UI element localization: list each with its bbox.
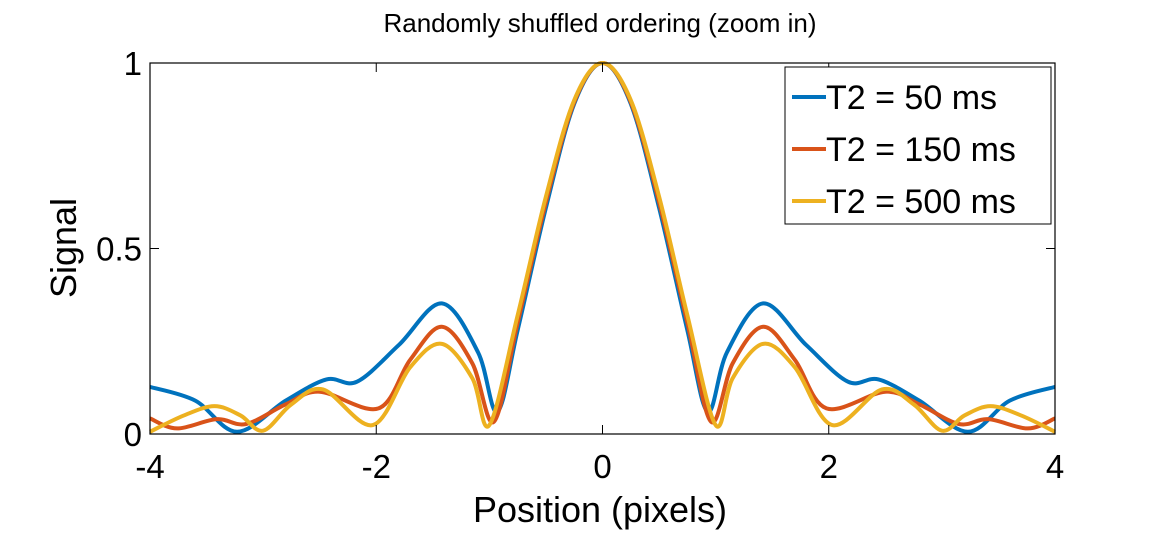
- y-axis-label: Signal: [43, 198, 84, 298]
- legend: T2 = 50 ms T2 = 150 ms T2 = 500 ms: [784, 66, 1052, 225]
- legend-label: T2 = 50 ms: [826, 79, 997, 117]
- x-tick-label: 0: [593, 448, 611, 485]
- legend-label: T2 = 150 ms: [826, 131, 1016, 169]
- x-tick-label: -2: [362, 448, 391, 485]
- x-tick-label: 4: [1046, 448, 1064, 485]
- y-tick-label: 1: [124, 45, 142, 82]
- legend-box: [784, 66, 1052, 225]
- y-tick-label: 0.5: [96, 231, 142, 268]
- legend-label: T2 = 500 ms: [826, 183, 1016, 221]
- x-tick-label: -4: [135, 448, 164, 485]
- chart-title: Randomly shuffled ordering (zoom in): [383, 8, 816, 38]
- axis-ticks: -4 -2 0 2 4 0 0.5 1: [96, 45, 1064, 485]
- y-tick-label: 0: [124, 416, 142, 453]
- x-tick-label: 2: [820, 448, 838, 485]
- x-axis-label: Position (pixels): [473, 489, 727, 530]
